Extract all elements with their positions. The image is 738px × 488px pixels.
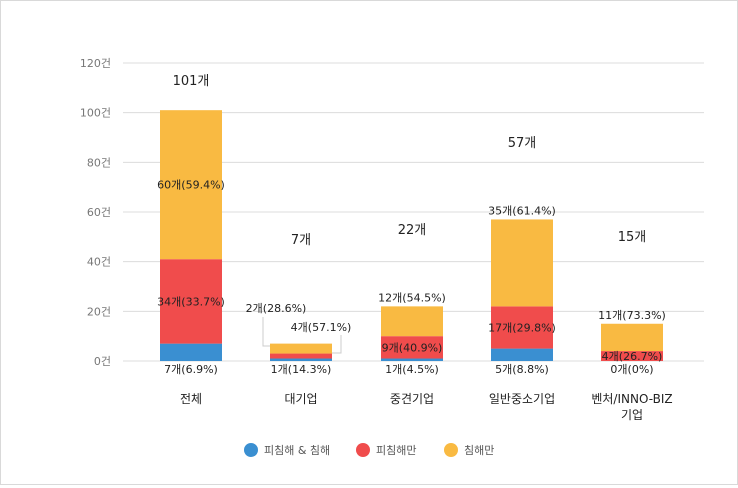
data-label: 35개(61.4%) — [488, 204, 556, 217]
bar-segment — [270, 358, 332, 361]
x-tick-label-line: 벤처/INNO-BIZ — [591, 392, 672, 406]
data-label: 34개(33.7%) — [157, 295, 225, 308]
data-label: 1개(4.5%) — [385, 363, 439, 376]
data-label: 17개(29.8%) — [488, 321, 556, 334]
y-tick-label: 60건 — [87, 206, 111, 219]
total-label: 7개 — [291, 233, 311, 248]
legend-marker[interactable] — [356, 443, 370, 457]
y-tick-label: 20건 — [87, 305, 111, 318]
legend-marker[interactable] — [444, 443, 458, 457]
bar-segment — [491, 219, 553, 307]
x-tick-label-line: 전체 — [180, 392, 202, 406]
bar-segment — [491, 306, 553, 349]
leader-line — [332, 335, 342, 354]
y-tick-label: 120건 — [80, 57, 111, 70]
data-label: 4개(26.7%) — [602, 350, 663, 363]
bar-segment — [491, 348, 553, 361]
bar-segment — [381, 358, 443, 361]
legend-label[interactable]: 침해만 — [464, 443, 494, 457]
x-tick-label: 중견기업 — [390, 392, 434, 406]
y-tick-label: 80건 — [87, 156, 111, 169]
x-tick-label: 벤처/INNO-BIZ 기업 — [591, 392, 672, 422]
data-label: 9개(40.9%) — [382, 341, 443, 354]
bar-segment — [270, 353, 332, 359]
x-tick-label-line: 기업 — [621, 408, 643, 422]
total-label: 101개 — [173, 74, 210, 89]
x-tick-label-line: 대기업 — [284, 392, 317, 406]
x-tick-label: 전체 — [180, 392, 202, 406]
data-label: 60개(59.4%) — [157, 179, 225, 192]
data-label: 0개(0%) — [610, 363, 653, 376]
x-tick-label: 일반중소기업 — [489, 392, 555, 406]
total-label: 22개 — [398, 223, 427, 238]
legend-label[interactable]: 피침해 & 침해 — [264, 443, 330, 457]
y-tick-label: 0건 — [94, 355, 111, 368]
data-label: 2개(28.6%) — [246, 302, 307, 315]
x-tick-label: 대기업 — [284, 392, 317, 406]
bar-segment — [601, 323, 663, 352]
bar-segment — [601, 351, 663, 361]
bar-segment — [160, 259, 222, 344]
data-label: 11개(73.3%) — [598, 309, 666, 322]
x-tick-label-line: 일반중소기업 — [489, 392, 555, 406]
total-label: 15개 — [618, 230, 647, 245]
legend-marker[interactable] — [244, 443, 258, 457]
data-label: 4개(57.1%) — [291, 321, 352, 334]
bar-segment — [270, 343, 332, 354]
x-tick-label-line: 중견기업 — [390, 392, 434, 406]
y-tick-label: 100건 — [80, 107, 111, 120]
leader-line — [262, 317, 270, 347]
data-label: 12개(54.5%) — [378, 291, 446, 304]
legend-label[interactable]: 피침해만 — [376, 443, 416, 457]
bar-segment — [160, 110, 222, 260]
bar-segment — [381, 336, 443, 359]
bar-segment — [160, 343, 222, 361]
y-tick-label: 40건 — [87, 256, 111, 269]
data-label: 1개(14.3%) — [271, 363, 332, 376]
data-label: 5개(8.8%) — [495, 363, 549, 376]
data-label: 7개(6.9%) — [164, 363, 218, 376]
total-label: 57개 — [508, 136, 537, 151]
bar-segment — [381, 306, 443, 337]
